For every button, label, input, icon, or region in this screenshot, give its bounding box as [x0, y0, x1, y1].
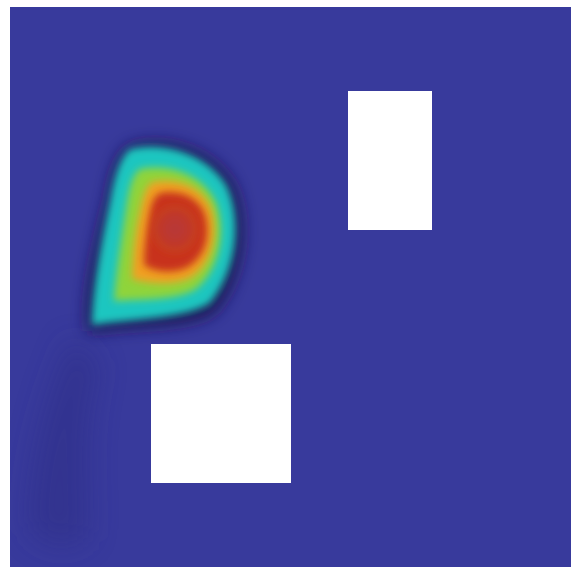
wake-trail [28, 337, 100, 546]
obstacle-bottom-left [151, 344, 291, 483]
field-plot [10, 7, 571, 567]
obstacle-top-right [348, 91, 432, 230]
simulation-domain [10, 7, 571, 567]
vortex-core [153, 206, 197, 252]
